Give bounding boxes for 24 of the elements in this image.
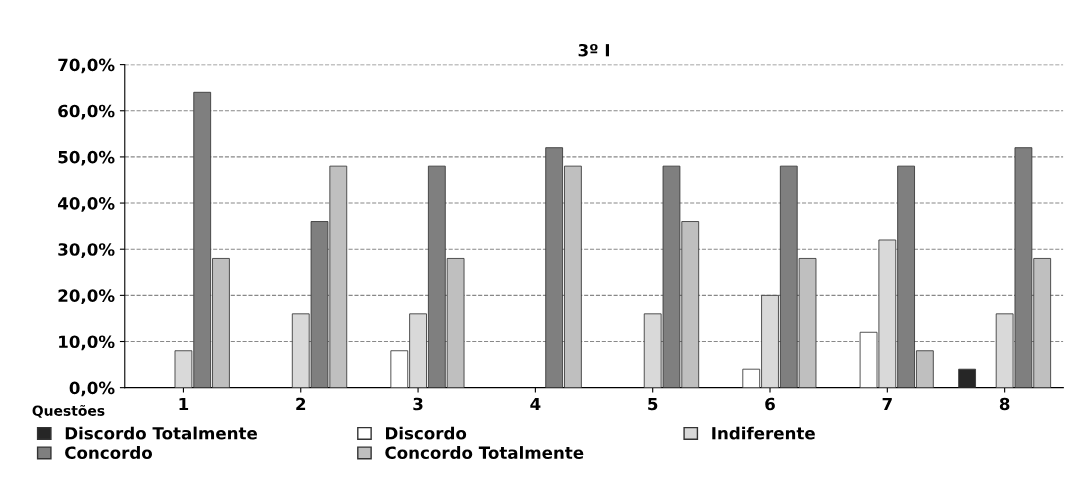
x-axis-title: Questões (32, 404, 105, 418)
legend-label: Discordo Totalmente (65, 426, 257, 440)
legend-label: Concordo Totalmente (385, 446, 584, 459)
y-tick-label: 70,0% (58, 58, 115, 74)
legend-label: Discordo (386, 426, 467, 440)
y-tick-label: 20,0% (58, 289, 115, 305)
y-tick-label: 0,0% (69, 381, 115, 397)
y-tick-label: 30,0% (58, 243, 115, 258)
x-tick-label: 8 (999, 397, 1010, 411)
x-tick-label: 2 (296, 397, 306, 411)
legend-label: Indiferente (712, 426, 815, 440)
y-tick-label: 40,0% (57, 197, 115, 212)
legend-label: Concordo (65, 446, 153, 459)
bar (958, 368, 976, 388)
x-tick-label: 7 (882, 397, 892, 411)
x-tick-label: 5 (648, 397, 658, 411)
x-tick-label: 6 (765, 397, 775, 411)
chart-title: 3º I (578, 43, 609, 57)
y-tick-label: 10,0% (59, 335, 115, 351)
y-tick-label: 60,0% (58, 104, 115, 120)
x-tick-label: 4 (530, 397, 541, 411)
x-tick-label: 1 (179, 397, 189, 411)
x-tick-label: 3 (413, 397, 423, 411)
y-tick-label: 50,0% (58, 150, 115, 166)
